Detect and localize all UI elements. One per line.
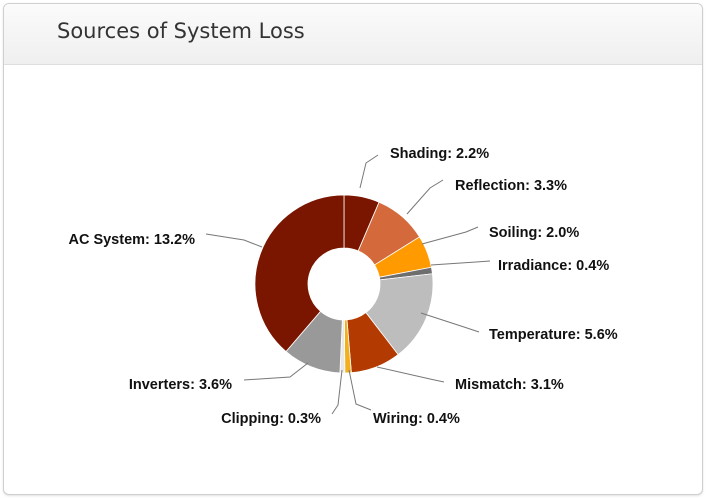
donut-slices: [254, 194, 434, 374]
label-shading: Shading: 2.2%: [390, 146, 489, 162]
leader-irradiance: [430, 260, 491, 266]
panel-header: Sources of System Loss: [4, 4, 702, 65]
leader-soiling: [421, 226, 479, 245]
label-inverters: Inverters: 3.6%: [129, 377, 232, 393]
label-wiring: Wiring: 0.4%: [373, 411, 460, 427]
leader-mismatch: [376, 366, 445, 383]
leader-lines: [205, 154, 491, 415]
leader-ac-system: [205, 233, 263, 248]
leader-inverters: [243, 362, 309, 381]
label-ac-system: AC System: 13.2%: [68, 232, 195, 248]
slice-labels: Shading: 2.2% Reflection: 3.3% Soiling: 2.…: [68, 146, 617, 427]
label-temperature: Temperature: 5.6%: [489, 327, 618, 343]
leader-reflection: [406, 179, 444, 215]
chart-panel: Sources of System Loss: [3, 3, 703, 495]
leader-clipping: [331, 369, 343, 415]
label-reflection: Reflection: 3.3%: [455, 178, 567, 194]
leader-temperature: [420, 312, 480, 333]
leader-wiring: [348, 369, 372, 411]
label-irradiance: Irradiance: 0.4%: [498, 258, 609, 274]
label-mismatch: Mismatch: 3.1%: [455, 377, 564, 393]
label-clipping: Clipping: 0.3%: [221, 411, 321, 427]
slice-ac-system: [254, 194, 345, 353]
leader-shading: [359, 154, 379, 189]
panel-title: Sources of System Loss: [57, 19, 305, 43]
label-soiling: Soiling: 2.0%: [489, 225, 579, 241]
